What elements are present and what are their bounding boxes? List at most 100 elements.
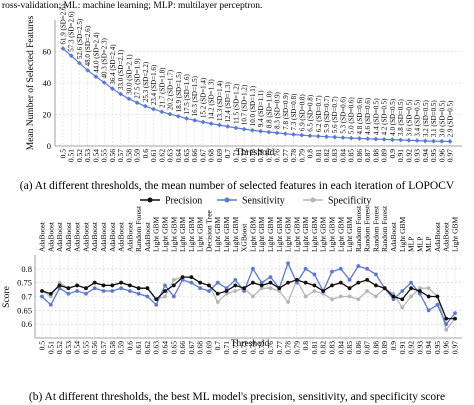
header-note: ross-validation; ML: machine learning; M… — [2, 1, 262, 11]
features-y-axis-label: Mean Number of Selected Features — [25, 15, 36, 150]
features-data-label: 5.6 (SD=0.7) — [331, 96, 339, 133]
features-data-label: 30.0 (SD=2.1) — [125, 54, 133, 95]
sensitivity-point — [127, 289, 132, 293]
scores-x-tick-label: 0.9 — [389, 341, 398, 351]
features-data-point — [68, 53, 74, 59]
model-name-label: AdaBoost — [55, 221, 64, 252]
features-data-label: 3.8 (SD=0.5) — [397, 99, 405, 136]
specificity-point — [303, 294, 308, 299]
features-data-label: 3.4 (SD=0.5) — [414, 99, 422, 136]
scores-x-tick-label: 0.8 — [301, 341, 310, 351]
features-x-tick-label: 0.76 — [273, 149, 282, 162]
features-data-label: 4.0 (SD=0.5) — [389, 98, 397, 135]
specificity-point — [215, 300, 220, 304]
features-data-label: 4.6 (SD=0.6) — [364, 97, 372, 134]
specificity-point — [356, 297, 361, 302]
sensitivity-point — [110, 289, 115, 293]
features-x-tick-label: 0.5 — [59, 149, 68, 159]
features-x-tick-label: 0.68 — [207, 149, 216, 162]
scores-x-tick-label: 0.71 — [222, 341, 231, 354]
precision-point — [338, 280, 343, 285]
specificity-point — [321, 291, 326, 296]
precision-point — [435, 294, 440, 299]
features-x-tick-label: 0.91 — [396, 149, 405, 162]
features-x-tick-label: 0.52 — [75, 149, 84, 162]
features-x-tick-label: 0.64 — [174, 149, 183, 162]
scores-x-tick-label: 0.87 — [363, 341, 372, 354]
specificity-point — [57, 280, 62, 285]
scores-x-tick-label: 0.69 — [204, 341, 213, 354]
series-precision — [40, 275, 457, 321]
sensitivity-point — [391, 297, 396, 302]
features-data-label: 20.2 (SD=1.7) — [167, 69, 175, 110]
model-name-label: Light GBM — [345, 216, 354, 252]
features-data-label: 18.9 (SD=1.5) — [175, 71, 183, 112]
scores-x-axis-label: Threshold — [231, 339, 270, 349]
features-data-label: 7.3 (SD=0.8) — [290, 93, 298, 130]
features-data-point — [266, 129, 272, 135]
specificity-point — [391, 291, 396, 296]
features-x-tick-label: 0.97 — [446, 149, 455, 162]
features-data-label: 3.2 (SD=0.5) — [422, 99, 430, 136]
features-x-tick-label: 0.94 — [421, 149, 430, 162]
features-x-tick-label: 0.55 — [100, 149, 109, 162]
features-x-tick-label: 0.81 — [314, 149, 323, 162]
model-name-label: XGBoost — [240, 223, 249, 252]
features-data-label: 61.9 (SD=2.6) — [60, 4, 68, 45]
features-data-label: 9.4 (SD=1.1) — [257, 90, 265, 127]
features-y-tick-label: 40 — [43, 78, 52, 88]
features-x-tick-label: 0.51 — [67, 149, 76, 162]
precision-point — [127, 283, 132, 288]
model-name-label: AdaBoost — [73, 221, 82, 252]
model-name-label: Random Forest — [354, 205, 363, 252]
legend-marker-sensitivity — [224, 197, 230, 203]
scores-x-tick-label: 0.76 — [266, 341, 275, 354]
specificity-point — [400, 305, 405, 310]
specificity-point — [259, 286, 264, 291]
model-name-label: Light GBM — [231, 216, 240, 252]
features-data-label: 8.8 (SD=1.0) — [265, 91, 273, 128]
scores-x-tick-label: 0.75 — [257, 341, 266, 354]
specificity-point — [426, 286, 431, 291]
sensitivity-point — [242, 289, 247, 293]
precision-point — [233, 283, 238, 288]
scores-x-tick-label: 0.74 — [248, 341, 257, 354]
sensitivity-point — [365, 266, 370, 271]
sensitivity-point — [233, 278, 238, 282]
precision-point — [426, 294, 431, 299]
legend-label-sensitivity: Sensitivity — [242, 196, 285, 207]
features-data-label: 10.7 (SD=1.2) — [241, 84, 249, 125]
features-data-point — [142, 103, 148, 109]
model-name-label: Light GBM — [292, 216, 301, 252]
features-data-point — [101, 80, 107, 85]
sensitivity-point — [426, 308, 431, 313]
features-data-point — [225, 124, 231, 129]
features-data-point — [315, 133, 321, 139]
scores-x-tick-label: 0.94 — [424, 341, 433, 354]
features-data-label: 23.4 (SD=1.6) — [150, 64, 158, 105]
sensitivity-point — [163, 283, 167, 288]
features-data-point — [258, 128, 264, 134]
features-data-label: 14.2 (SD=1.3) — [208, 79, 216, 120]
scores-x-tick-label: 0.67 — [187, 341, 196, 354]
sensitivity-point — [84, 291, 88, 296]
features-x-tick-label: 0.83 — [330, 149, 339, 162]
precision-point — [48, 291, 53, 296]
model-name-label: Light GBM — [248, 216, 257, 252]
model-name-label: Light GBM — [257, 216, 266, 252]
features-x-tick-label: 0.72 — [240, 149, 249, 162]
model-name-label: Random Forest — [363, 205, 372, 252]
features-data-point — [373, 136, 379, 142]
model-name-label: AdaBoost — [389, 221, 398, 252]
scores-x-tick-label: 0.6 — [125, 341, 134, 351]
scores-y-tick-label: 0.8 — [21, 264, 32, 274]
specificity-point — [286, 300, 290, 304]
features-data-label: 6.5 (SD=0.8) — [307, 94, 315, 131]
scores-x-tick-label: 0.89 — [380, 341, 389, 354]
features-data-point — [324, 134, 329, 140]
precision-point — [321, 289, 326, 293]
scores-legend: Precision Sensitivity Specificity — [140, 196, 371, 207]
features-x-tick-label: 0.58 — [124, 149, 133, 162]
sensitivity-point — [268, 275, 273, 280]
features-x-ticks: 0.5 0.51 0.52 0.53 0.54 0.55 0.56 0.57 0.58 0.59 0… — [59, 149, 455, 162]
